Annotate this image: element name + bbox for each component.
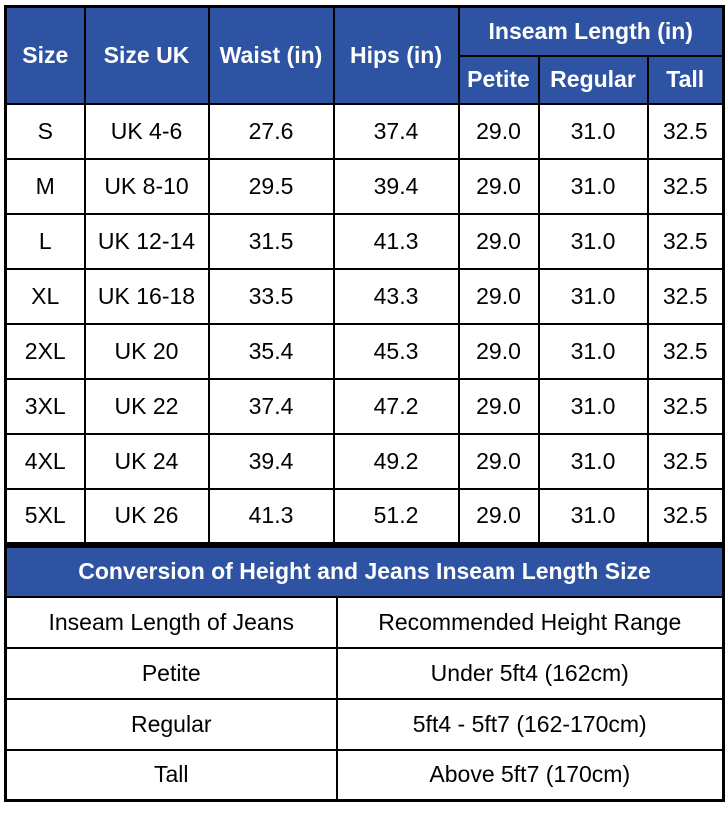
cell-inseam-petite: 29.0: [457, 377, 540, 435]
table-row: S UK 4-6 27.6 37.4 29.0 31.0 32.5: [4, 102, 725, 160]
cell-conv-col1-header: Inseam Length of Jeans: [4, 595, 338, 649]
cell-hips: 37.4: [332, 102, 460, 160]
cell-hips: 49.2: [332, 432, 460, 490]
cell-inseam-type: Petite: [4, 646, 338, 700]
cell-waist: 41.3: [207, 487, 335, 545]
table-row: 3XL UK 22 37.4 47.2 29.0 31.0 32.5: [4, 377, 725, 435]
cell-inseam-petite: 29.0: [457, 102, 540, 160]
cell-inseam-regular: 31.0: [537, 432, 649, 490]
conversion-table: Conversion of Height and Jeans Inseam Le…: [4, 545, 725, 802]
cell-size-uk: UK 4-6: [83, 102, 210, 160]
cell-hips: 45.3: [332, 322, 460, 380]
cell-size-uk: UK 24: [83, 432, 210, 490]
table-row: Inseam Length of Jeans Recommended Heigh…: [4, 595, 725, 649]
size-table: Size Size UK Waist (in) Hips (in) Inseam…: [4, 5, 725, 545]
table-row: 5XL UK 26 41.3 51.2 29.0 31.0 32.5: [4, 487, 725, 545]
cell-height-range: Under 5ft4 (162cm): [335, 646, 725, 700]
cell-size-uk: UK 20: [83, 322, 210, 380]
cell-waist: 33.5: [207, 267, 335, 325]
table-row: 4XL UK 24 39.4 49.2 29.0 31.0 32.5: [4, 432, 725, 490]
table-row: XL UK 16-18 33.5 43.3 29.0 31.0 32.5: [4, 267, 725, 325]
table-row: Regular 5ft4 - 5ft7 (162-170cm): [4, 697, 725, 751]
cell-waist: 39.4: [207, 432, 335, 490]
cell-size: 3XL: [4, 377, 86, 435]
col-header-size-uk: Size UK: [83, 5, 210, 105]
cell-size: XL: [4, 267, 86, 325]
cell-size-uk: UK 26: [83, 487, 210, 545]
cell-hips: 47.2: [332, 377, 460, 435]
cell-inseam-petite: 29.0: [457, 267, 540, 325]
cell-inseam-regular: 31.0: [537, 157, 649, 215]
cell-size: 4XL: [4, 432, 86, 490]
cell-waist: 31.5: [207, 212, 335, 270]
cell-inseam-petite: 29.0: [457, 322, 540, 380]
cell-size: L: [4, 212, 86, 270]
col-header-hips: Hips (in): [332, 5, 460, 105]
cell-inseam-tall: 32.5: [646, 432, 725, 490]
cell-height-range: 5ft4 - 5ft7 (162-170cm): [335, 697, 725, 751]
col-header-waist: Waist (in): [207, 5, 335, 105]
cell-hips: 41.3: [332, 212, 460, 270]
table-row: 2XL UK 20 35.4 45.3 29.0 31.0 32.5: [4, 322, 725, 380]
cell-size: M: [4, 157, 86, 215]
cell-hips: 43.3: [332, 267, 460, 325]
table-row: M UK 8-10 29.5 39.4 29.0 31.0 32.5: [4, 157, 725, 215]
cell-inseam-type: Regular: [4, 697, 338, 751]
cell-inseam-tall: 32.5: [646, 377, 725, 435]
col-header-inseam-group: Inseam Length (in): [457, 5, 725, 57]
cell-inseam-tall: 32.5: [646, 322, 725, 380]
cell-hips: 39.4: [332, 157, 460, 215]
conversion-title-row: Conversion of Height and Jeans Inseam Le…: [4, 545, 725, 598]
col-header-size: Size: [4, 5, 86, 105]
cell-size-uk: UK 8-10: [83, 157, 210, 215]
cell-size: S: [4, 102, 86, 160]
cell-inseam-regular: 31.0: [537, 322, 649, 380]
cell-waist: 29.5: [207, 157, 335, 215]
size-table-header-row-2: Petite Regular Tall: [6, 54, 725, 105]
cell-size-uk: UK 16-18: [83, 267, 210, 325]
cell-inseam-regular: 31.0: [537, 267, 649, 325]
cell-inseam-petite: 29.0: [457, 432, 540, 490]
cell-height-range: Above 5ft7 (170cm): [335, 748, 725, 802]
table-row: Tall Above 5ft7 (170cm): [4, 748, 725, 802]
col-header-regular: Regular: [537, 54, 649, 105]
conversion-title: Conversion of Height and Jeans Inseam Le…: [4, 545, 725, 598]
cell-inseam-tall: 32.5: [646, 267, 725, 325]
cell-size-uk: UK 12-14: [83, 212, 210, 270]
table-row: Petite Under 5ft4 (162cm): [4, 646, 725, 700]
cell-inseam-regular: 31.0: [537, 487, 649, 545]
cell-inseam-tall: 32.5: [646, 212, 725, 270]
cell-inseam-type: Tall: [4, 748, 338, 802]
cell-waist: 37.4: [207, 377, 335, 435]
cell-inseam-tall: 32.5: [646, 157, 725, 215]
cell-conv-col2-header: Recommended Height Range: [335, 595, 725, 649]
cell-waist: 35.4: [207, 322, 335, 380]
cell-inseam-regular: 31.0: [537, 212, 649, 270]
cell-size: 2XL: [4, 322, 86, 380]
cell-inseam-petite: 29.0: [457, 487, 540, 545]
cell-inseam-petite: 29.0: [457, 212, 540, 270]
col-header-tall: Tall: [646, 54, 725, 105]
cell-size: 5XL: [4, 487, 86, 545]
cell-inseam-tall: 32.5: [646, 102, 725, 160]
size-table-header-row-1: Size Size UK Waist (in) Hips (in) Inseam…: [4, 5, 725, 105]
table-row: L UK 12-14 31.5 41.3 29.0 31.0 32.5: [4, 212, 725, 270]
cell-size-uk: UK 22: [83, 377, 210, 435]
cell-hips: 51.2: [332, 487, 460, 545]
col-header-petite: Petite: [457, 54, 540, 105]
cell-inseam-petite: 29.0: [457, 157, 540, 215]
cell-inseam-tall: 32.5: [646, 487, 725, 545]
cell-waist: 27.6: [207, 102, 335, 160]
cell-inseam-regular: 31.0: [537, 102, 649, 160]
cell-inseam-regular: 31.0: [537, 377, 649, 435]
